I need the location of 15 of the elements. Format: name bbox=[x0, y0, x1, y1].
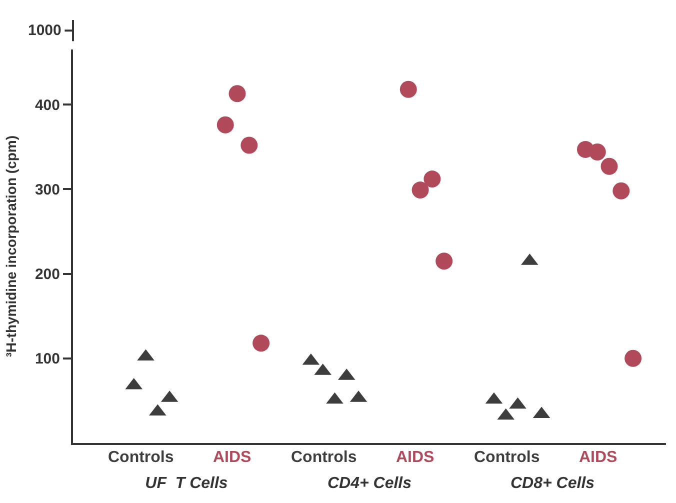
y-tick-label: 400 bbox=[34, 96, 60, 114]
y-tick-label: 200 bbox=[34, 266, 60, 284]
text: AIDS bbox=[213, 449, 252, 466]
x-tick-label: CD8+ Cells bbox=[510, 475, 595, 492]
y-tick-label: 300 bbox=[34, 181, 60, 198]
x-tick-label: CD4+ Cells bbox=[327, 475, 412, 492]
text: Controls bbox=[291, 449, 357, 466]
text: 1000 bbox=[28, 22, 62, 39]
x-tick-label: UF T Cells bbox=[145, 475, 228, 492]
text: Controls bbox=[108, 449, 174, 466]
series-label: Controls bbox=[474, 449, 540, 466]
y-axis-title: ³H-thymidine incorporation (cpm) bbox=[3, 135, 20, 358]
y-tick-label: 100 bbox=[34, 350, 60, 368]
text: AIDS bbox=[396, 449, 434, 466]
text: AIDS bbox=[579, 449, 618, 466]
